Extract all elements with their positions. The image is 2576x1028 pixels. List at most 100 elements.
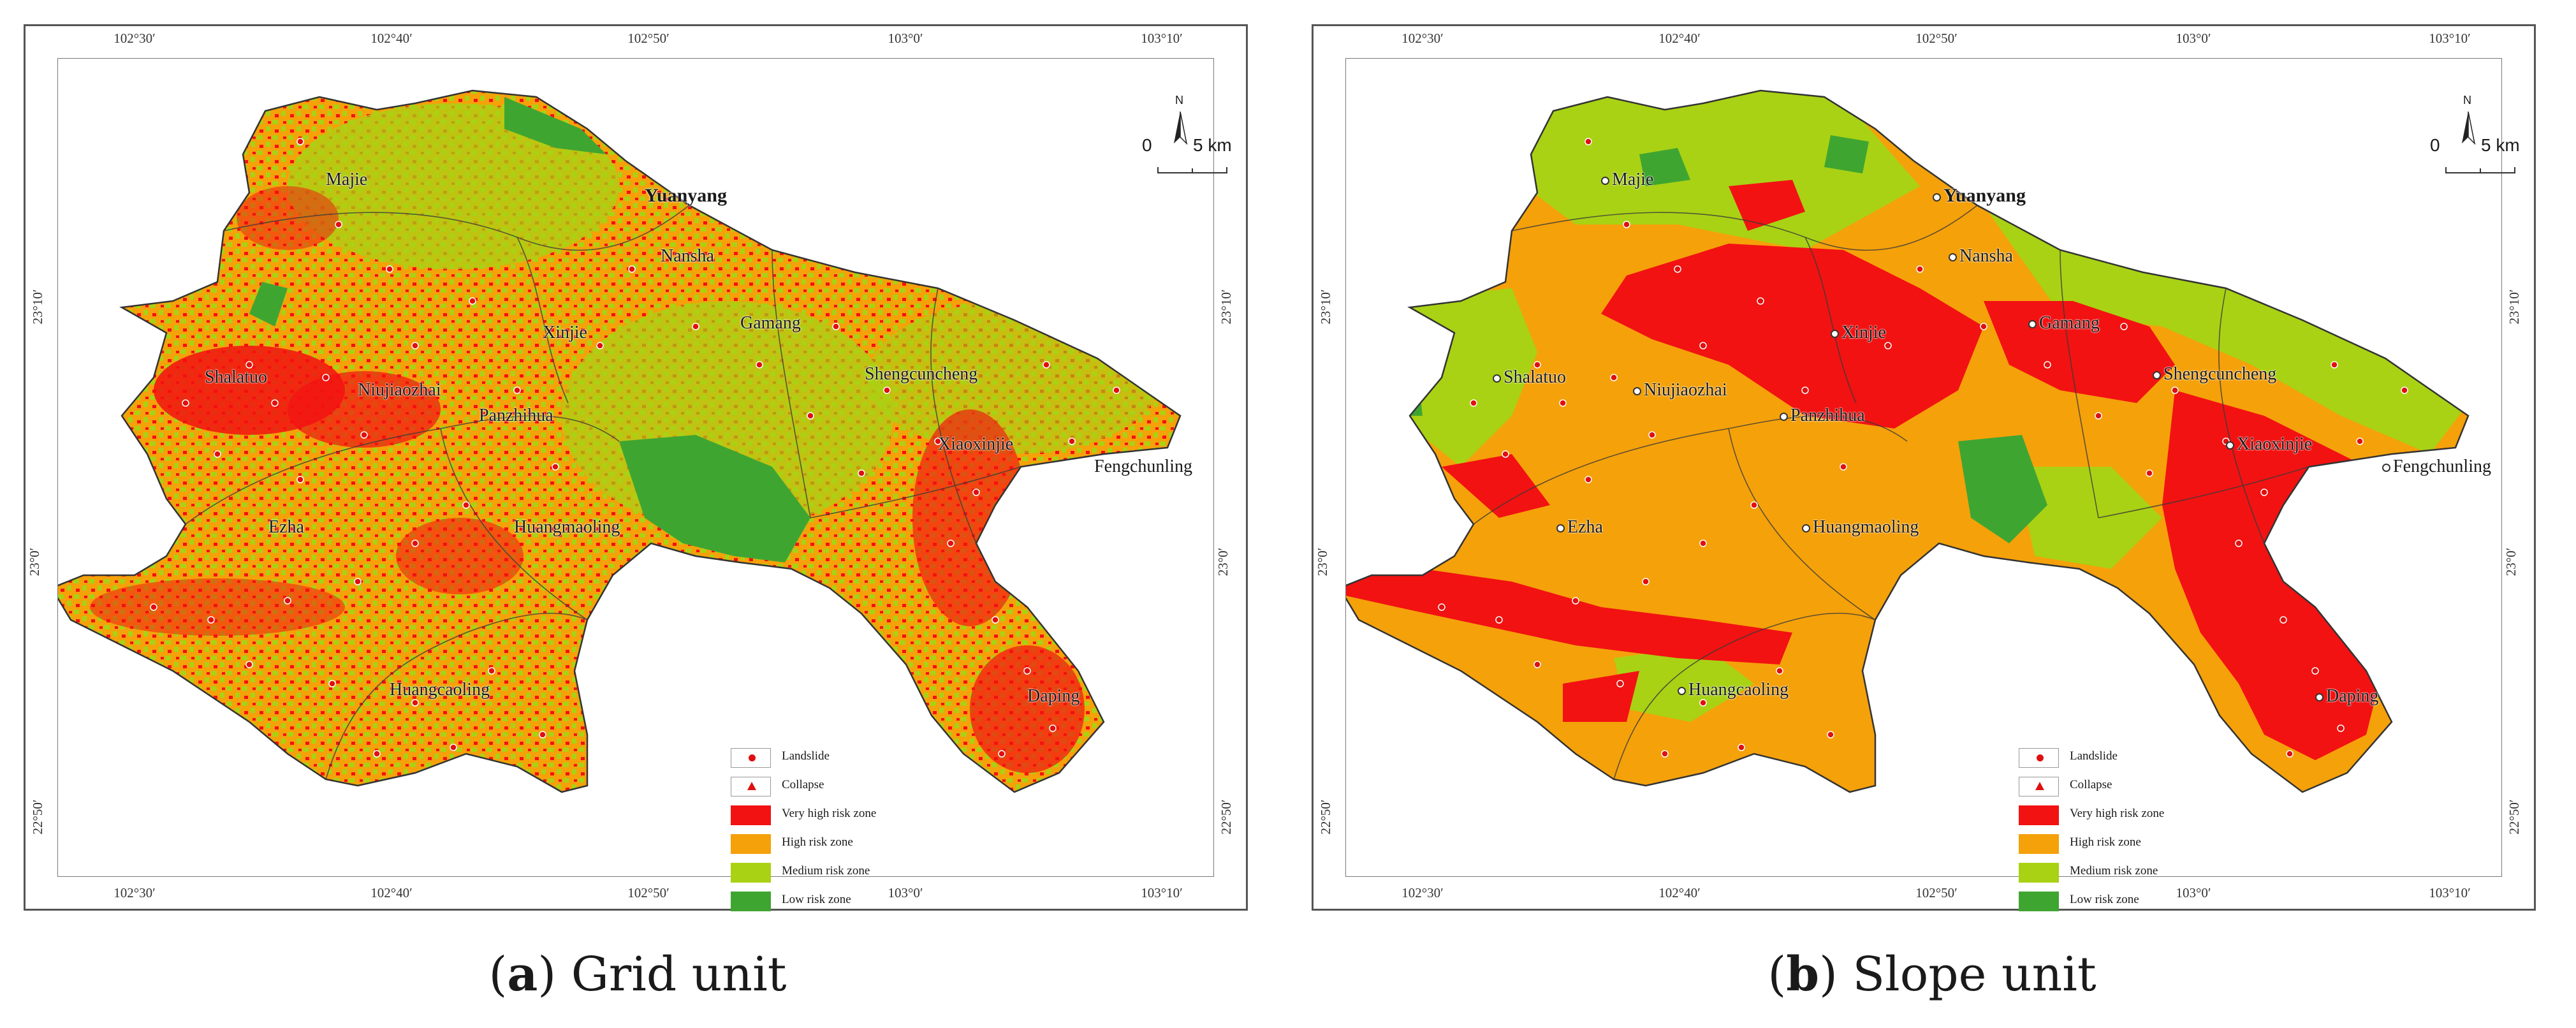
place-label-text: Huangmaoling (1813, 517, 1919, 537)
county-boundary (58, 89, 1182, 793)
town-dot (2382, 464, 2390, 473)
legend-label: High risk zone (2070, 835, 2141, 849)
scale-five-km: 5 km (2481, 135, 2520, 155)
place-label: Fengchunling (2382, 457, 2491, 477)
left-tick-1: 23°10′ (30, 289, 45, 325)
left-tick-1: 23°10′ (1318, 289, 1333, 325)
place-label-text: Niujiaozhai (1644, 380, 1727, 400)
map-panel-slope-unit: 102°30′ 102°40′ 102°50′ 103°0′ 103°10′ 1… (1312, 24, 2536, 911)
place-label: Huangmaoling (1802, 517, 1919, 538)
scale-bar-line (2445, 167, 2515, 173)
place-label: Huangcaoling (390, 680, 490, 700)
legend: Landslide Collapse Very high risk zone H… (2019, 744, 2236, 916)
right-tick-2: 23°0′ (2503, 547, 2519, 576)
caption-letter: a (507, 947, 538, 1002)
scale-five-km: 5 km (1193, 135, 1232, 155)
high-swatch (2019, 834, 2059, 854)
bottom-tick-3: 102°50′ (1915, 885, 1958, 900)
high-swatch (731, 834, 771, 854)
town-dot (1678, 687, 1686, 696)
place-label: Ezha (1556, 517, 1603, 538)
top-tick-1: 102°30′ (113, 31, 156, 46)
county-label: Yuanyang (1933, 185, 2026, 207)
legend-item-high: High risk zone (2019, 830, 2236, 859)
left-tick-3: 22°50′ (1318, 799, 1333, 835)
low-swatch (2019, 892, 2059, 911)
legend-item-very-high: Very high risk zone (2019, 802, 2236, 830)
top-tick-3: 102°50′ (627, 31, 670, 46)
right-tick-3: 22°50′ (2506, 799, 2522, 835)
place-label: Gamang (740, 313, 801, 333)
legend-item-low: Low risk zone (2019, 888, 2236, 916)
legend-item-medium: Medium risk zone (731, 859, 948, 888)
bottom-tick-1: 102°30′ (1401, 885, 1444, 900)
scale-bar: 0 5 km (1142, 135, 1250, 173)
place-label: Xiaoxinjie (2226, 434, 2312, 455)
place-label: Shalatuo (205, 367, 267, 387)
county-dot (1933, 193, 1941, 202)
place-label: Xiaoxinjie (938, 434, 1014, 454)
top-tick-4: 103°0′ (2176, 31, 2211, 46)
town-dot (1831, 330, 1839, 339)
place-label: Fengchunling (1094, 457, 1192, 476)
right-tick-2: 23°0′ (1215, 547, 1231, 576)
place-label: Xinjie (1831, 323, 1886, 343)
left-tick-2: 23°0′ (1314, 547, 1330, 576)
place-label-text: Ezha (1567, 517, 1603, 537)
place-label: Panzhihua (479, 406, 553, 425)
town-dot (1633, 387, 1641, 396)
legend-item-collapse: Collapse (731, 773, 948, 802)
bottom-tick-5: 103°10′ (2429, 885, 2471, 900)
legend-label: Collapse (782, 778, 824, 791)
legend-label: Low risk zone (782, 893, 851, 906)
map-frame: Yuanyang Majie Nansha Xinjie Gamang Shal… (57, 58, 1232, 911)
north-arrow-icon (2462, 111, 2476, 145)
place-label: Xinjie (543, 323, 587, 342)
place-label: Daping (1027, 686, 1080, 706)
place-label: Niujiaozhai (1633, 380, 1727, 400)
town-dot (1802, 524, 1810, 533)
town-dot (1601, 177, 1609, 186)
bottom-tick-2: 102°40′ (1658, 885, 1701, 900)
legend: Landslide Collapse Very high risk zone H… (731, 744, 948, 916)
top-tick-2: 102°40′ (370, 31, 413, 46)
scale-zero: 0 (1142, 135, 1152, 155)
place-label-text: Fengchunling (2393, 457, 2491, 476)
scale-zero: 0 (2430, 135, 2440, 155)
place-label-text: Nansha (1959, 246, 2013, 266)
caption-text: Slope unit (1837, 947, 2097, 1002)
low-swatch (731, 892, 771, 911)
medium-swatch (731, 863, 771, 883)
bottom-tick-4: 103°0′ (2176, 885, 2211, 900)
legend-item-landslide: Landslide (731, 744, 948, 773)
legend-label: Very high risk zone (782, 807, 877, 820)
place-label: Shengcuncheng (865, 364, 978, 384)
left-tick-3: 22°50′ (30, 799, 45, 835)
place-label-text: Shalatuo (1504, 367, 1566, 387)
bottom-tick-1: 102°30′ (113, 885, 156, 900)
map-frame: Yuanyang Majie Nansha Xinjie Gamang Shal… (1345, 58, 2520, 911)
north-arrow: N (1161, 94, 1199, 164)
place-label: Nansha (1949, 246, 2013, 267)
scale-bar: 0 5 km (2430, 135, 2538, 173)
top-tick-2: 102°40′ (1658, 31, 1701, 46)
landslide-symbol (2019, 748, 2059, 768)
legend-item-collapse: Collapse (2019, 773, 2236, 802)
legend-label: High risk zone (782, 835, 853, 849)
caption-letter: b (1786, 947, 1819, 1002)
scale-bar-line (1157, 167, 1227, 173)
legend-label: Very high risk zone (2070, 807, 2165, 820)
top-tick-1: 102°30′ (1401, 31, 1444, 46)
town-dot (1949, 253, 1957, 262)
left-tick-2: 23°0′ (26, 547, 42, 576)
north-arrow: N (2449, 94, 2487, 164)
town-dot (1780, 413, 1788, 422)
town-dot (2028, 320, 2037, 329)
legend-label: Medium risk zone (782, 864, 870, 877)
town-boundaries (185, 205, 1021, 780)
place-label: Niujiaozhai (358, 380, 441, 400)
legend-item-high: High risk zone (731, 830, 948, 859)
very-high-swatch (2019, 805, 2059, 825)
legend-label: Collapse (2070, 778, 2112, 791)
place-label: Shalatuo (1493, 367, 1566, 388)
